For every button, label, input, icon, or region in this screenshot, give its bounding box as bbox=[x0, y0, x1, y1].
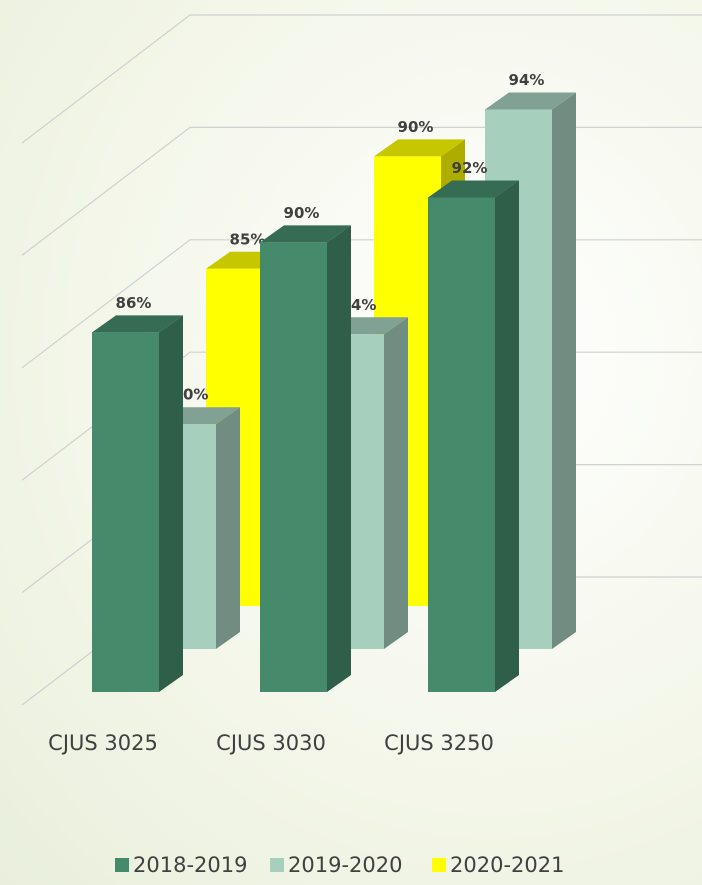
bar bbox=[428, 180, 519, 692]
bar-side bbox=[159, 315, 183, 692]
bar-top bbox=[92, 315, 183, 333]
bar-front bbox=[260, 242, 327, 692]
bar-top bbox=[485, 92, 576, 110]
legend-swatch bbox=[115, 858, 129, 872]
bar-side bbox=[327, 225, 351, 692]
x-tick-label: CJUS 3025 bbox=[48, 731, 158, 755]
data-label: 86% bbox=[116, 294, 152, 312]
bar-side bbox=[552, 92, 576, 650]
grid-line bbox=[21, 126, 702, 256]
bar-side bbox=[495, 180, 519, 692]
bar bbox=[92, 315, 183, 692]
grid-line bbox=[21, 14, 702, 144]
bar-side bbox=[384, 317, 408, 649]
bar-side bbox=[216, 407, 240, 649]
legend-label: 2019-2020 bbox=[288, 853, 402, 877]
x-tick-label: CJUS 3030 bbox=[216, 731, 326, 755]
data-label: 94% bbox=[509, 71, 545, 89]
bar-top bbox=[260, 225, 351, 243]
x-tick-label: CJUS 3250 bbox=[384, 731, 494, 755]
data-label: 92% bbox=[452, 159, 488, 177]
legend-swatch bbox=[270, 858, 284, 872]
data-label: 85% bbox=[230, 230, 266, 248]
bar-front bbox=[428, 197, 495, 692]
legend-label: 2018-2019 bbox=[133, 853, 247, 877]
bar-top bbox=[428, 180, 519, 198]
bar-top bbox=[374, 139, 465, 157]
data-label: 90% bbox=[398, 118, 434, 136]
bar-front bbox=[92, 332, 159, 692]
legend-label: 2020-2021 bbox=[450, 853, 564, 877]
legend-swatch bbox=[432, 858, 446, 872]
data-label: 90% bbox=[284, 204, 320, 222]
bar bbox=[260, 225, 351, 692]
